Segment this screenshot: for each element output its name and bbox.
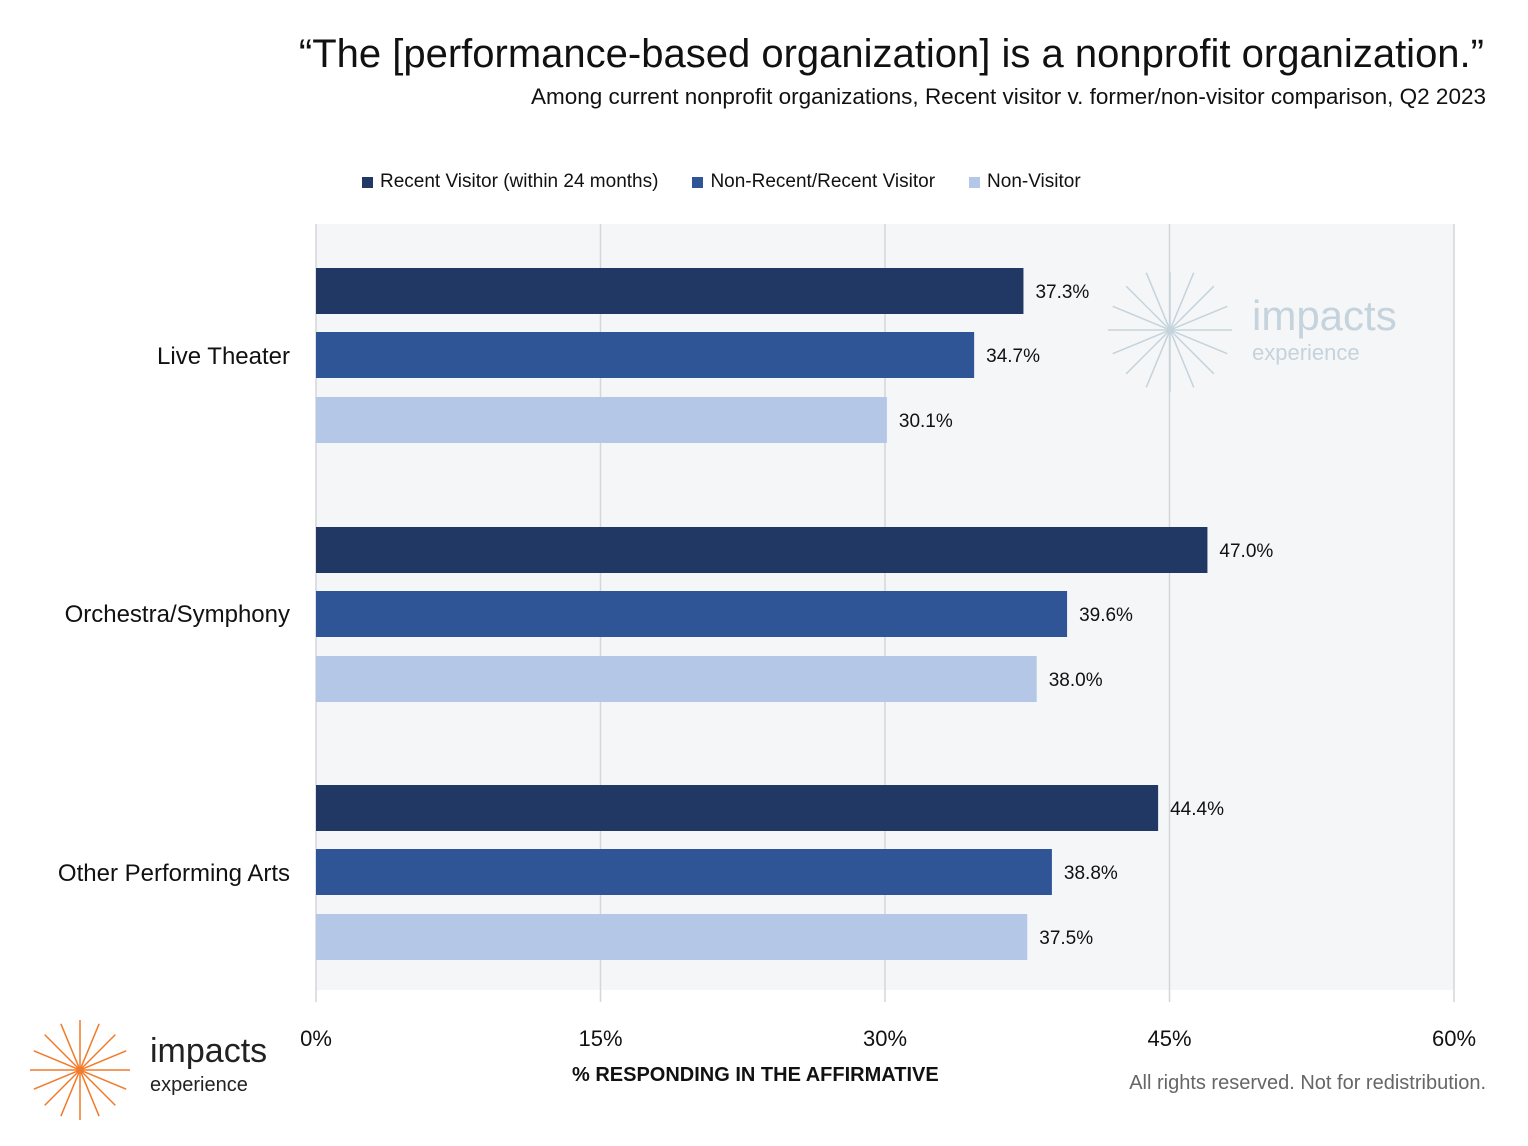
bar <box>316 914 1028 960</box>
x-tick-label: 30% <box>863 1026 907 1051</box>
brand-logo: impacts experience <box>28 1016 298 1126</box>
legend-item-nonrecent: Non-Recent/Recent Visitor <box>692 171 935 193</box>
data-label: 47.0% <box>1219 541 1273 562</box>
bar <box>316 397 887 443</box>
data-label: 38.8% <box>1064 863 1118 884</box>
data-label: 37.5% <box>1039 928 1093 949</box>
data-label: 44.4% <box>1170 799 1224 820</box>
legend-item-nonvisitor: Non-Visitor <box>969 171 1081 193</box>
category-label: Live Theater <box>157 343 290 370</box>
burst-ray <box>33 1050 127 1090</box>
legend-swatch-recent <box>362 176 373 188</box>
bar <box>316 527 1208 573</box>
category-label: Orchestra/Symphony <box>65 601 290 628</box>
data-label: 30.1% <box>899 411 953 432</box>
data-label: 38.0% <box>1049 670 1103 691</box>
bar <box>316 849 1052 895</box>
starburst-icon <box>30 1020 130 1120</box>
legend-item-recent: Recent Visitor (within 24 months) <box>362 171 658 193</box>
legend-swatch-nonvisitor <box>969 176 981 188</box>
chart-subtitle: Among current nonprofit organizations, R… <box>530 84 1486 109</box>
burst-ray <box>1112 305 1228 355</box>
watermark-logo: impacts experience <box>1102 272 1422 392</box>
legend-label-nonrecent: Non-Recent/Recent Visitor <box>710 171 936 192</box>
x-tick-label: 60% <box>1432 1026 1476 1051</box>
bar <box>316 332 975 378</box>
bar <box>316 268 1024 314</box>
bar <box>316 785 1159 831</box>
category-label: Other Performing Arts <box>58 860 290 887</box>
legend-label-nonvisitor: Non-Visitor <box>987 171 1081 192</box>
bar <box>316 656 1037 702</box>
x-axis-label: % RESPONDING IN THE AFFIRMATIVE <box>572 1064 939 1086</box>
logo-sub: experience <box>150 1074 248 1096</box>
data-label: 39.6% <box>1079 605 1133 626</box>
data-label: 34.7% <box>986 346 1040 367</box>
legend-label-recent: Recent Visitor (within 24 months) <box>380 171 659 192</box>
starburst-icon <box>1108 272 1232 392</box>
data-label: 37.3% <box>1035 282 1089 303</box>
legend: Recent Visitor (within 24 months) Non-Re… <box>362 171 1115 193</box>
x-tick-label: 15% <box>578 1026 622 1051</box>
chart-title: “The [performance-based organization] is… <box>298 32 1484 76</box>
bar <box>316 591 1068 637</box>
legend-swatch-nonrecent <box>692 176 704 188</box>
watermark-word: impacts <box>1252 292 1397 339</box>
watermark-sub: experience <box>1252 340 1360 365</box>
logo-word: impacts <box>150 1032 268 1070</box>
x-tick-label: 0% <box>300 1026 332 1051</box>
footer-note: All rights reserved. Not for redistribut… <box>1129 1072 1486 1094</box>
x-tick-label: 45% <box>1147 1026 1191 1051</box>
